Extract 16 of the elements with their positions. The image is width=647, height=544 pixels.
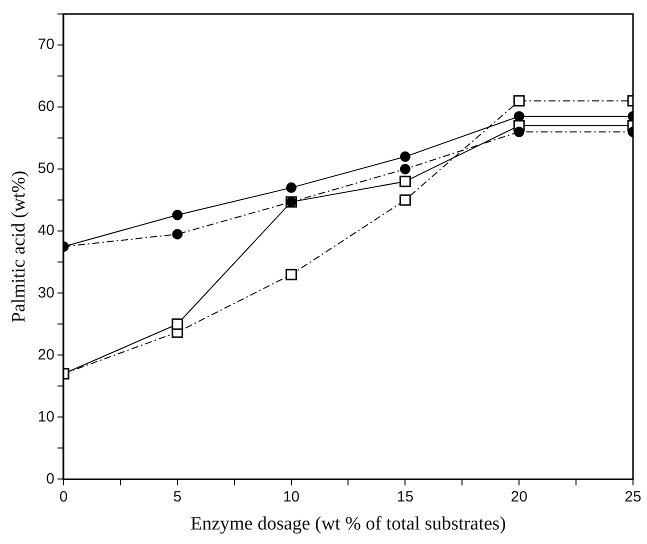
x-tick-label: 20	[510, 488, 528, 506]
x-axis-title: Enzyme dosage (wt % of total substrates)	[190, 514, 506, 535]
x-tick-label: 25	[624, 488, 642, 506]
y-tick-label: 60	[38, 98, 54, 116]
y-tick-label: 30	[38, 284, 54, 302]
x-tick-label: 10	[282, 488, 300, 506]
y-tick-label: 50	[38, 160, 54, 178]
x-tick-label: 0	[59, 488, 68, 506]
y-tick-label: 40	[38, 222, 54, 240]
y-tick-label: 0	[46, 470, 54, 488]
x-tick-label: 15	[396, 488, 414, 506]
x-tick-label: 5	[173, 488, 182, 506]
y-tick-label: 20	[38, 346, 54, 364]
y-axis-title: Palmitic acid (wt%)	[8, 170, 30, 323]
y-tick-label: 10	[38, 408, 54, 426]
y-tick-label: 70	[38, 36, 54, 54]
